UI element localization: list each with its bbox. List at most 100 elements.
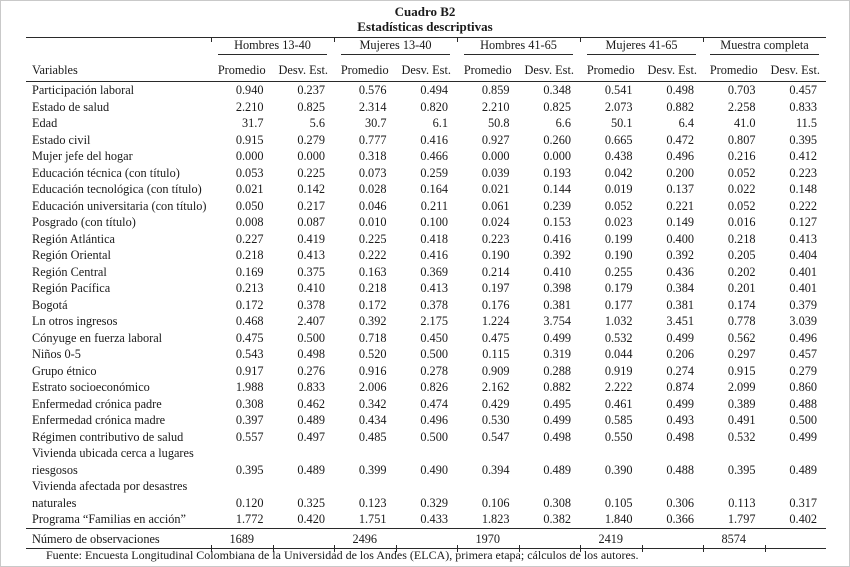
- cell-value: 0.218: [235, 248, 264, 262]
- group-header-mujeres-13-40: Mujeres 13-40: [334, 37, 457, 55]
- cell-value: 0.008: [235, 215, 264, 229]
- cell-value: 0.498: [666, 429, 694, 444]
- column-boundary-tick: [334, 544, 335, 552]
- cell-value: 0.496: [420, 413, 448, 427]
- variable-label: Posgrado (con título): [32, 215, 136, 229]
- cell-value: 0.278: [420, 363, 448, 378]
- cell-value: 0.395: [727, 462, 756, 477]
- table-row: Programa “Familias en acción” 1.772 0.420 1…: [26, 511, 826, 528]
- column-boundary-tick: [703, 37, 704, 42]
- cell-value: 2.006: [358, 380, 387, 394]
- cell-value: [641, 527, 703, 549]
- cell-value: 3.754: [543, 314, 571, 328]
- table-row: Número de observaciones 1689 2496 1970 2419 8…: [26, 527, 827, 549]
- cell-value: [518, 527, 580, 549]
- cell-value: 0.200: [666, 165, 694, 180]
- variable-label: Grupo étnico: [32, 363, 97, 378]
- cell-value: 0.520: [358, 347, 387, 361]
- cell-value: 11.5: [795, 116, 818, 130]
- cell-value: 0.413: [789, 231, 818, 246]
- column-boundary-tick: [211, 544, 212, 552]
- cell-value: 0.024: [481, 215, 510, 229]
- table-row: Enfermedad crónica padre 0.308 0.462 0.342 0…: [26, 396, 826, 413]
- cell-value: 0.434: [358, 413, 387, 427]
- cell-value: 1.224: [481, 314, 510, 328]
- cell-value: 0.046: [358, 198, 387, 213]
- cell-value: 2.175: [420, 314, 448, 328]
- cell-value: 0.105: [604, 495, 633, 510]
- cell-value: 0.123: [358, 495, 387, 510]
- cell-value: 1.032: [604, 314, 633, 328]
- cell-value: 0.395: [789, 132, 818, 147]
- cell-value: 6.1: [432, 116, 448, 130]
- cell-value: 0.499: [543, 413, 571, 427]
- cell-value: 0.329: [420, 495, 448, 510]
- cell-value: 0.474: [420, 396, 448, 411]
- table-row: Edad 31.7 5.6 30.7 6.1 50.8 6.6 50.1 6.4 41.0 11.5: [26, 115, 826, 132]
- stat-header-promedio: Promedio: [211, 55, 273, 82]
- cell-value: 0.398: [543, 281, 571, 295]
- cell-value: 0.016: [727, 215, 756, 229]
- cell-value: 0.820: [420, 99, 448, 114]
- cell-value: 0.044: [604, 347, 633, 361]
- cell-value: 0.306: [666, 495, 694, 510]
- cell-value: 1.751: [358, 512, 387, 526]
- group-header-hombres-13-40: Hombres 13-40: [211, 37, 334, 55]
- cell-value: 0.874: [666, 380, 694, 394]
- cell-value: 0.394: [481, 462, 510, 477]
- cell-value: 0.401: [789, 281, 818, 295]
- table-row: Estado civil 0.915 0.279 0.777 0.416 0.927 0.2…: [26, 132, 826, 149]
- cell-value: 0.472: [666, 132, 694, 147]
- cell-value: 3.039: [789, 314, 818, 328]
- cell-value: 0.211: [420, 198, 448, 213]
- cell-value: 0.325: [297, 495, 325, 510]
- cell-value: 0.550: [604, 429, 633, 444]
- cell-value: 0.172: [235, 297, 264, 312]
- variable-label: Enfermedad crónica madre: [32, 413, 166, 427]
- cell-value: 0.882: [666, 99, 694, 114]
- cell-value: 0.909: [481, 363, 510, 378]
- table-subtitle: Estadísticas descriptivas: [357, 19, 493, 34]
- cell-value: 0.399: [358, 462, 387, 477]
- cell-value: 0.703: [727, 83, 756, 97]
- cell-value: 0.532: [604, 330, 633, 345]
- cell-value: 0.468: [235, 314, 264, 328]
- cell-value: 0.392: [666, 248, 694, 262]
- cell-value: 0.113: [728, 495, 756, 510]
- cell-value: 0.206: [666, 347, 694, 361]
- cell-value: 0.475: [481, 330, 510, 345]
- group-header-label: Mujeres 41-65: [587, 38, 696, 55]
- cell-value: 0.052: [727, 198, 756, 213]
- cell-value: 0.197: [481, 281, 510, 295]
- cell-value: 0.227: [235, 231, 264, 246]
- cell-value: 0.369: [420, 264, 448, 279]
- stat-header-desv-est: Desv. Est.: [395, 55, 457, 82]
- cell-value: 0.489: [789, 462, 818, 477]
- cell-value: 0.825: [297, 99, 325, 114]
- cell-value: 0.489: [297, 462, 325, 477]
- cell-value: 0.308: [543, 495, 571, 510]
- cell-value: 0.500: [420, 429, 448, 444]
- group-header-hombres-41-65: Hombres 41-65: [457, 37, 580, 55]
- variable-label: Estado civil: [32, 132, 91, 147]
- cell-value: 1.988: [235, 380, 264, 394]
- cell-value: 0.915: [727, 363, 756, 378]
- cell-value: 0.010: [358, 215, 387, 229]
- cell-value: 0.216: [727, 149, 756, 163]
- cell-value: 0.489: [297, 413, 325, 427]
- variable-label: Estado de salud: [32, 99, 110, 114]
- cell-value: 0.177: [604, 297, 633, 312]
- cell-value: 30.7: [364, 116, 387, 130]
- cell-value: 0.495: [543, 396, 571, 411]
- cell-value: 0.419: [297, 231, 325, 246]
- cell-value: 0.461: [604, 396, 633, 411]
- cell-value: 0.491: [727, 413, 756, 427]
- cell-value: 2.407: [297, 314, 325, 328]
- cell-value: 0.395: [235, 462, 264, 477]
- cell-value: 0.496: [789, 330, 818, 345]
- cell-value: 0.255: [604, 264, 633, 279]
- cell-value: 0.562: [727, 330, 756, 345]
- cell-value: 2.210: [481, 99, 510, 114]
- cell-value: 0.149: [666, 215, 694, 229]
